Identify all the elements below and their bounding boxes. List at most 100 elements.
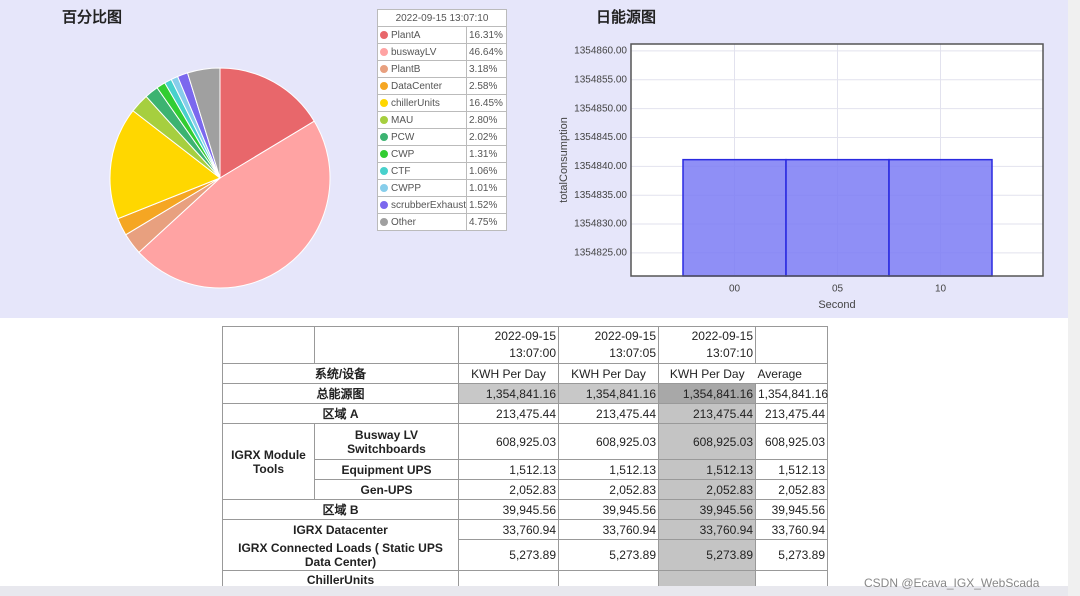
row-label: IGRX Connected Loads ( Static UPS Data C… (222, 539, 459, 571)
value-cell: 1,354,841.16 (458, 383, 559, 404)
value-cell: 2,052.83 (658, 479, 756, 500)
data-row: IGRX Connected Loads ( Static UPS Data C… (222, 539, 828, 571)
pie-slice (186, 67, 221, 179)
value-cell: 39,945.56 (658, 499, 756, 520)
value-cell: 33,760.94 (458, 519, 559, 540)
legend-value: 4.75% (466, 213, 507, 231)
row-label: Gen-UPS (314, 479, 459, 500)
legend-swatch (380, 98, 388, 107)
legend-label: CWP (391, 148, 415, 160)
legend-label: Other (391, 216, 417, 228)
row-label: 区域 A (222, 403, 459, 424)
unit-header: KWH Per Day (558, 363, 659, 384)
legend-swatch (380, 200, 388, 209)
watermark: CSDN @Ecava_IGX_WebScada (864, 576, 1040, 590)
value-cell: 1,512.13 (458, 459, 559, 480)
group-row: IGRX Module Tools Busway LV Switchboards 6… (222, 423, 828, 500)
y-tick-label: 1354860.00 (574, 46, 627, 57)
x-tick-label: 00 (729, 284, 741, 295)
bar-title: 日能源图 (596, 8, 656, 26)
legend-value: 1.06% (466, 162, 507, 180)
legend-name-cell: scrubberExhaust (377, 196, 467, 214)
y-tick-label: 1354825.00 (574, 248, 627, 259)
legend-value: 3.18% (466, 60, 507, 78)
table-area: 2022-09-15 13:07:00 2022-09-15 13:07:05 20… (0, 318, 1068, 586)
value-cell: 5,273.89 (558, 539, 659, 571)
legend-value: 1.01% (466, 179, 507, 197)
data-table: 2022-09-15 13:07:00 2022-09-15 13:07:05 20… (222, 326, 828, 586)
row-label: Equipment UPS (314, 459, 459, 480)
value-cell (755, 569, 828, 586)
header-row: 2022-09-15 13:07:00 2022-09-15 13:07:05 20… (222, 326, 828, 364)
row-label: 总能源图 (222, 383, 459, 404)
legend-row: Other 4.75% (377, 213, 507, 231)
row-label: IGRX Datacenter (222, 519, 459, 540)
value-cell: 2,052.83 (755, 479, 828, 500)
pie-slice (219, 67, 315, 179)
y-axis-label: totalConsumption (558, 117, 570, 203)
value-cell: 33,760.94 (755, 519, 828, 540)
value-cell: 2,052.83 (458, 479, 559, 500)
y-tick-label: 1354830.00 (574, 219, 627, 230)
legend-name-cell: chillerUnits (377, 94, 467, 112)
legend-value: 1.52% (466, 196, 507, 214)
value-cell: 39,945.56 (458, 499, 559, 520)
value-cell: 33,760.94 (558, 519, 659, 540)
legend-value: 46.64% (466, 43, 507, 61)
row-label: 区域 B (222, 499, 459, 520)
value-cell: 608,925.03 (658, 423, 756, 460)
legend-title: 2022-09-15 13:07:10 (377, 9, 507, 27)
date-header: 2022-09-15 13:07:10 (658, 326, 756, 364)
legend-name-cell: PlantB (377, 60, 467, 78)
data-row: ChillerUnits (222, 569, 828, 586)
data-row: IGRX Datacenter 33,760.94 33,760.94 33,760.… (222, 519, 828, 540)
y-tick-label: 1354855.00 (574, 74, 627, 85)
legend-row: PCW 2.02% (377, 128, 507, 146)
value-cell: 608,925.03 (558, 423, 659, 460)
legend-swatch (380, 166, 388, 175)
legend-row: CTF 1.06% (377, 162, 507, 180)
legend-name-cell: PlantA (377, 26, 467, 44)
value-cell (658, 569, 756, 586)
y-tick-label: 1354845.00 (574, 132, 627, 143)
value-cell: 213,475.44 (558, 403, 659, 424)
bar (785, 158, 890, 277)
value-cell: 1,354,841.16 (755, 383, 828, 404)
unit-header: KWH Per Day (658, 363, 756, 384)
legend-swatch (380, 47, 388, 56)
legend-label: buswayLV (391, 46, 437, 58)
value-cell: 39,945.56 (755, 499, 828, 520)
pie-title: 百分比图 (62, 8, 122, 26)
legend-row: DataCenter 2.58% (377, 77, 507, 95)
legend-name-cell: MAU (377, 111, 467, 129)
legend-row: scrubberExhaust 1.52% (377, 196, 507, 214)
legend-label: scrubberExhaust (391, 199, 467, 211)
value-cell: 39,945.56 (558, 499, 659, 520)
legend-name-cell: Other (377, 213, 467, 231)
legend-row: MAU 2.80% (377, 111, 507, 129)
value-cell: 2,052.83 (558, 479, 659, 500)
value-cell: 1,354,841.16 (558, 383, 659, 404)
value-cell: 608,925.03 (458, 423, 559, 460)
unit-header: Average (755, 363, 828, 384)
legend-swatch (380, 115, 388, 124)
legend-label: DataCenter (391, 80, 443, 92)
value-cell: 33,760.94 (658, 519, 756, 540)
legend-name-cell: DataCenter (377, 77, 467, 95)
value-cell: 1,512.13 (755, 459, 828, 480)
value-cell (458, 569, 559, 586)
x-tick-label: 10 (935, 284, 947, 295)
legend-label: PCW (391, 131, 415, 143)
group-row: Equipment UPS 1,512.13 1,512.13 1,512.13 1,5… (223, 459, 828, 480)
legend-header-row: 2022-09-15 13:07:10 (377, 9, 507, 27)
scrollbar[interactable] (1068, 0, 1080, 596)
data-row: 区域 B 39,945.56 39,945.56 39,945.56 39,945.56 (222, 499, 828, 520)
pie-legend: 2022-09-15 13:07:10 PlantA 16.31% buswayLV 4… (377, 9, 507, 231)
value-cell: 1,354,841.16 (658, 383, 756, 404)
group-label: IGRX Module Tools (222, 423, 315, 500)
row-label: ChillerUnits (222, 569, 459, 586)
value-cell: 5,273.89 (458, 539, 559, 571)
value-cell: 213,475.44 (658, 403, 756, 424)
empty-cell (755, 326, 828, 364)
